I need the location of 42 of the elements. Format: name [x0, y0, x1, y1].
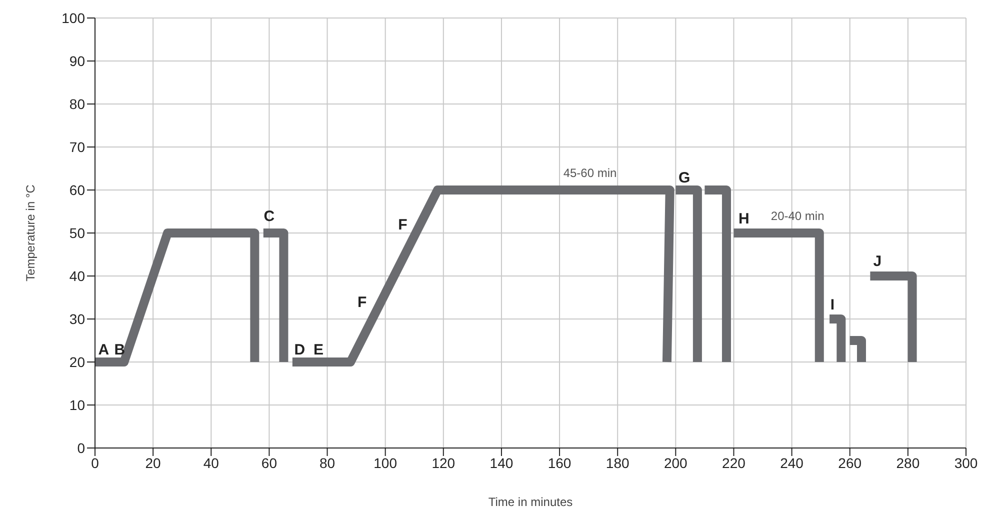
y-tick-label: 100 [62, 10, 86, 26]
x-tick-label: 0 [91, 454, 100, 471]
x-tick-label: 120 [432, 454, 456, 471]
x-tick-label: 300 [954, 454, 978, 471]
x-tick-label: 140 [490, 454, 514, 471]
y-tick-label: 10 [69, 396, 86, 413]
x-tick-label: 60 [261, 454, 278, 471]
y-tick-label: 50 [69, 224, 86, 241]
annotation: B [114, 341, 126, 358]
x-tick-label: 100 [374, 454, 398, 471]
annotation: C [264, 208, 275, 226]
x-tick-label: 160 [548, 454, 572, 471]
annotation: A [98, 341, 110, 358]
x-tick-label: 80 [319, 454, 336, 471]
y-tick-label: 0 [77, 440, 86, 456]
x-tick-label: 180 [606, 454, 630, 471]
y-tick-label: 80 [69, 96, 86, 112]
annotation: 20-40 min [770, 209, 824, 224]
y-tick-label: 90 [69, 52, 86, 69]
annotation: F [358, 294, 367, 312]
annotation: 45-60 min [563, 166, 617, 180]
annotation: F [398, 216, 408, 234]
annotation: J [873, 252, 882, 270]
x-tick-label: 200 [664, 454, 688, 471]
annotation: H [738, 210, 750, 228]
x-tick-label: 220 [722, 454, 746, 471]
x-tick-label: 240 [780, 454, 804, 471]
annotation: D [294, 341, 306, 358]
annotation: I [830, 296, 835, 314]
x-tick-label: 280 [896, 454, 920, 471]
y-tick-label: 60 [69, 182, 86, 198]
x-tick-label: 20 [145, 454, 162, 471]
y-tick-label: 70 [69, 138, 86, 155]
x-tick-label: 260 [838, 454, 862, 471]
annotation: E [314, 341, 324, 358]
annotation: G [678, 169, 690, 186]
x-tick-label: 40 [203, 454, 220, 471]
y-tick-label: 40 [69, 268, 86, 284]
y-tick-label: 20 [69, 354, 86, 370]
y-tick-label: 30 [69, 310, 86, 327]
y-axis-title: Temperature in °C [23, 184, 38, 282]
x-axis-title: Time in minutes [488, 495, 573, 509]
